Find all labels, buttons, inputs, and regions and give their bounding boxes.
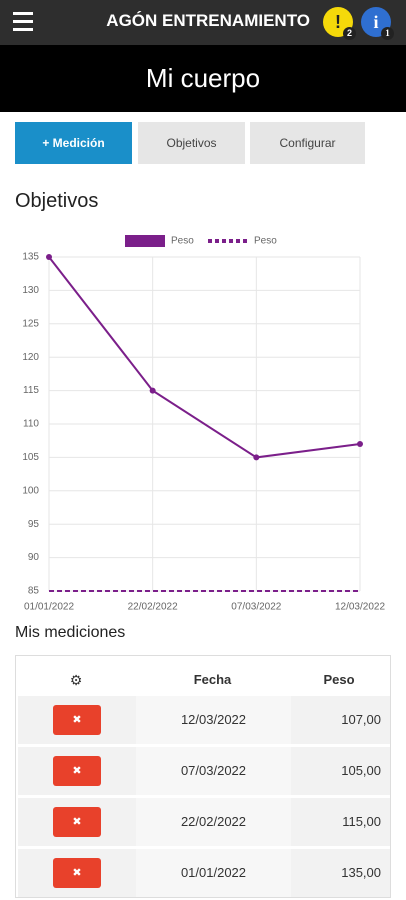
table-row: ✖ 01/01/2022 135,00 (18, 849, 390, 897)
alert-badge[interactable]: ! 2 (323, 7, 356, 40)
column-header: Fecha (193, 672, 232, 687)
y-tick-label: 90 (28, 552, 40, 563)
delete-button[interactable]: ✖ (53, 858, 101, 888)
settings-icon[interactable]: ⚙ (69, 672, 83, 688)
weight-cell: 115,00 (342, 814, 381, 829)
date-cell: 12/03/2022 (136, 696, 291, 744)
chart: 85 90 95 100 105 110 115 120 125 130 135 01/01/2022… (22, 235, 385, 613)
x-tick-label: 07/03/2022 (231, 602, 281, 613)
page-title: Mi cuerpo (0, 45, 406, 112)
weight-cell: 105,00 (341, 763, 381, 778)
y-tick-label: 125 (22, 318, 39, 329)
legend-label: Peso (254, 236, 277, 247)
section-title: Mis mediciones (15, 624, 126, 641)
table-row: ✖ 07/03/2022 105,00 (18, 747, 390, 795)
point (253, 454, 260, 461)
badge-count: 2 (343, 27, 356, 40)
legend-swatch (125, 235, 165, 247)
app-title: AGÓN ENTRENAMIENTO (106, 11, 310, 30)
y-tick-label: 115 (23, 385, 39, 396)
menu-button[interactable] (13, 12, 33, 36)
delete-button[interactable]: ✖ (53, 807, 101, 837)
tab-button[interactable]: Configurar (250, 122, 365, 164)
measurements-table: ⚙ Fecha Peso ✖ 12/03/2022 107,00 ✖ 07/03/202… (15, 655, 391, 898)
y-tick-label: 120 (22, 352, 39, 363)
date-cell: 07/03/2022 (136, 747, 291, 795)
y-tick-label: 110 (23, 419, 39, 430)
y-tick-label: 95 (28, 519, 40, 530)
point (357, 441, 363, 448)
x-tick-label: 12/03/2022 (335, 602, 385, 613)
y-tick-label: 130 (22, 285, 39, 296)
x-tick-label: 01/01/2022 (24, 602, 74, 613)
badge-count: 1 (381, 27, 394, 40)
delete-button[interactable]: ✖ (53, 756, 101, 786)
point (46, 254, 52, 260)
y-tick-label: 105 (22, 452, 39, 463)
y-tick-label: 100 (22, 485, 39, 496)
date-cell: 01/01/2022 (136, 849, 291, 897)
line (48, 256, 361, 459)
point (149, 387, 156, 394)
y-tick-label: 135 (22, 252, 39, 263)
tab-button[interactable]: Objetivos (138, 122, 245, 164)
y-tick-label: 85 (28, 586, 40, 597)
x-tick-label: 22/02/2022 (128, 602, 178, 613)
date-cell: 22/02/2022 (136, 798, 291, 846)
weight-cell: 107,00 (341, 712, 381, 727)
table-row: ✖ 22/02/2022 115,00 (18, 798, 390, 846)
section-title: Objetivos (15, 190, 99, 212)
tab-button[interactable]: + Medición (15, 122, 132, 164)
column-header: Peso (323, 672, 355, 687)
delete-button[interactable]: ✖ (53, 705, 101, 735)
legend-label: Peso (171, 236, 194, 247)
weight-cell: 135,00 (341, 865, 381, 880)
table-row: ✖ 12/03/2022 107,00 (18, 696, 390, 744)
